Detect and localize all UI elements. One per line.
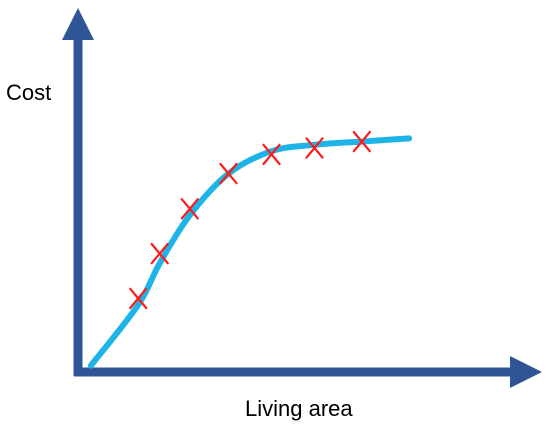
axes [62,8,542,388]
y-axis-arrow-icon [62,8,94,40]
x-axis-label: Living area [245,396,353,421]
data-point-stroke [150,242,169,265]
data-points [129,130,371,310]
fit-curve [87,135,413,369]
data-point [150,242,169,265]
data-point [352,130,371,153]
x-axis-arrow-icon [510,356,542,388]
data-point-stroke [219,162,238,185]
data-point [180,198,199,220]
data-point-stroke [129,287,148,310]
y-axis-label: Cost [6,80,51,105]
data-point-stroke [352,130,371,153]
data-point-stroke [262,143,281,166]
data-point-stroke [305,137,324,159]
data-point [262,143,281,166]
data-point [305,137,324,159]
data-point-stroke [180,198,199,220]
data-point [219,162,238,185]
data-point [129,287,148,310]
